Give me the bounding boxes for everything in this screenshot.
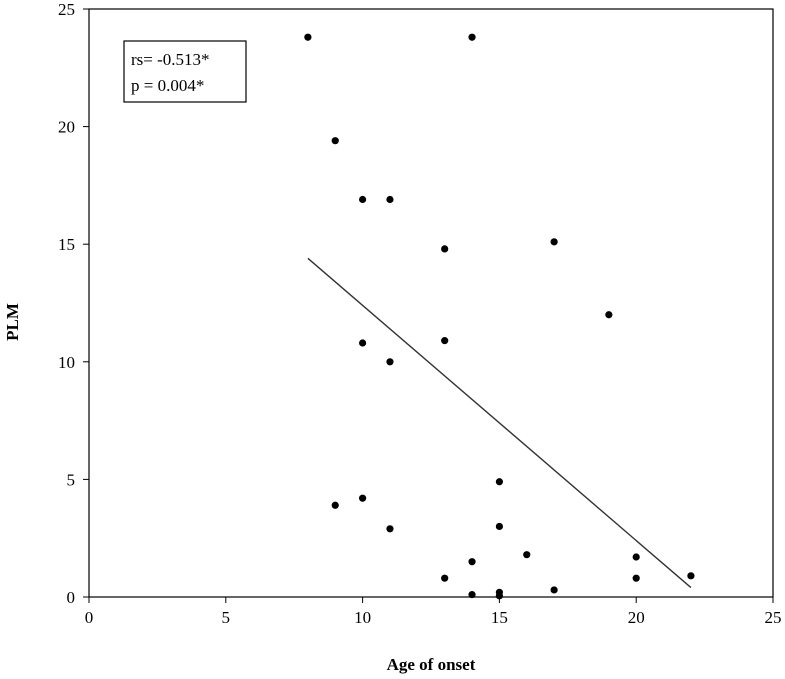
data-point: [359, 339, 367, 347]
data-point: [386, 195, 394, 204]
plot-frame: [88, 8, 774, 598]
data-point: [495, 592, 503, 600]
x-tick-label: 0: [85, 608, 94, 627]
data-point: [331, 137, 339, 145]
data-point: [331, 501, 339, 509]
x-tick-label: 10: [354, 608, 371, 627]
y-tick-label: 15: [58, 235, 75, 254]
x-axis-title: Age of onset: [387, 655, 476, 674]
data-point: [441, 245, 449, 253]
data-point: [632, 574, 640, 582]
data-point: [550, 238, 558, 246]
x-tick-label: 20: [628, 608, 645, 627]
x-tick-label: 5: [222, 608, 231, 627]
data-point: [441, 574, 449, 582]
x-tick-label: 25: [765, 608, 782, 627]
data-point: [523, 551, 531, 559]
y-tick-label: 25: [58, 0, 75, 19]
data-point: [495, 478, 503, 486]
data-point: [632, 553, 640, 561]
data-point: [687, 572, 695, 580]
data-point: [468, 558, 476, 566]
x-axis-ticks: 0 5 10 15 20 25: [85, 597, 782, 627]
data-point: [605, 311, 613, 319]
data-point: [441, 337, 449, 345]
data-point: [550, 586, 558, 594]
data-point: [468, 591, 476, 599]
trend-line: [307, 257, 692, 589]
y-tick-label: 5: [67, 470, 76, 489]
data-points: [304, 33, 695, 600]
data-point: [495, 522, 503, 531]
y-axis-ticks: 0 5 10 15 20 25: [58, 0, 89, 607]
annotation-rs: rs= -0.513*: [131, 50, 210, 69]
data-point: [468, 33, 476, 41]
data-point: [304, 33, 312, 41]
y-axis-title: PLM: [3, 303, 22, 341]
annotation-box: [123, 40, 247, 103]
data-point: [386, 358, 394, 366]
correlation-annotation: rs= -0.513* p = 0.004*: [123, 40, 247, 103]
annotation-p: p = 0.004*: [131, 76, 204, 95]
y-tick-label: 20: [58, 118, 75, 137]
data-point: [359, 494, 367, 502]
data-point: [386, 525, 394, 533]
x-tick-label: 15: [491, 608, 508, 627]
y-tick-label: 0: [67, 588, 76, 607]
data-point: [359, 195, 367, 204]
y-tick-label: 10: [58, 353, 75, 372]
